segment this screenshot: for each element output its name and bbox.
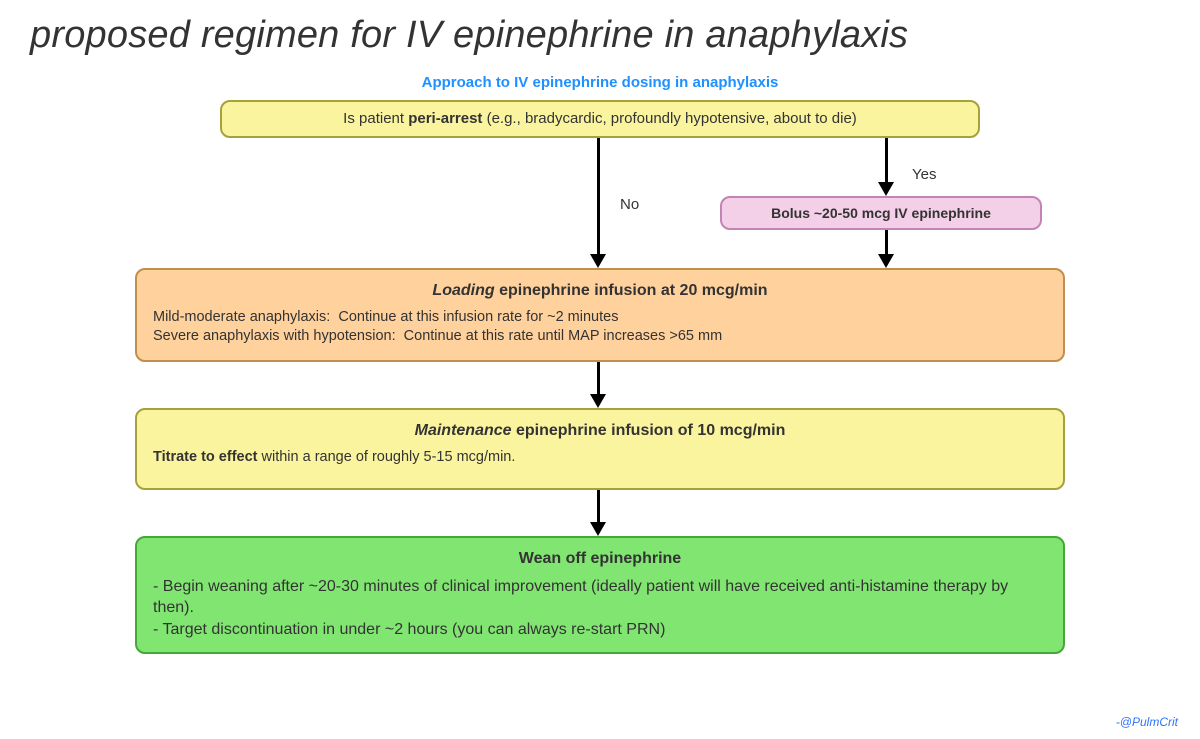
arrow-head-icon [590, 394, 606, 408]
edge-label-no: No [620, 196, 639, 213]
loading-node: Loading epinephrine infusion at 20 mcg/m… [135, 268, 1065, 362]
arrow-line [885, 230, 888, 256]
node-text: Is patient peri-arrest (e.g., bradycardi… [343, 109, 857, 129]
node-body: Mild-moderate anaphylaxis: Continue at t… [153, 308, 1047, 347]
credit: -@PulmCrit [1116, 715, 1178, 729]
page-title: proposed regimen for IV epinephrine in a… [30, 14, 908, 57]
edge-label-yes: Yes [912, 166, 936, 183]
node-text: Bolus ~20-50 mcg IV epinephrine [771, 204, 991, 223]
node-body: - Begin weaning after ~20-30 minutes of … [153, 576, 1047, 641]
arrow-line [885, 138, 888, 184]
arrow-head-icon [878, 254, 894, 268]
bolus-node: Bolus ~20-50 mcg IV epinephrine [720, 196, 1042, 230]
node-heading: Loading epinephrine infusion at 20 mcg/m… [153, 280, 1047, 302]
decision-node: Is patient peri-arrest (e.g., bradycardi… [220, 100, 980, 138]
arrow-head-icon [878, 182, 894, 196]
node-heading: Wean off epinephrine [153, 548, 1047, 570]
arrow-head-icon [590, 254, 606, 268]
arrow-line [597, 362, 600, 396]
wean-node: Wean off epinephrine - Begin weaning afte… [135, 536, 1065, 654]
arrow-line [597, 490, 600, 524]
node-heading: Maintenance epinephrine infusion of 10 m… [153, 420, 1047, 442]
arrow-head-icon [590, 522, 606, 536]
maintenance-node: Maintenance epinephrine infusion of 10 m… [135, 408, 1065, 490]
subtitle: Approach to IV epinephrine dosing in ana… [0, 74, 1200, 91]
arrow-line [597, 138, 600, 256]
node-body: Titrate to effect within a range of roug… [153, 448, 1047, 468]
